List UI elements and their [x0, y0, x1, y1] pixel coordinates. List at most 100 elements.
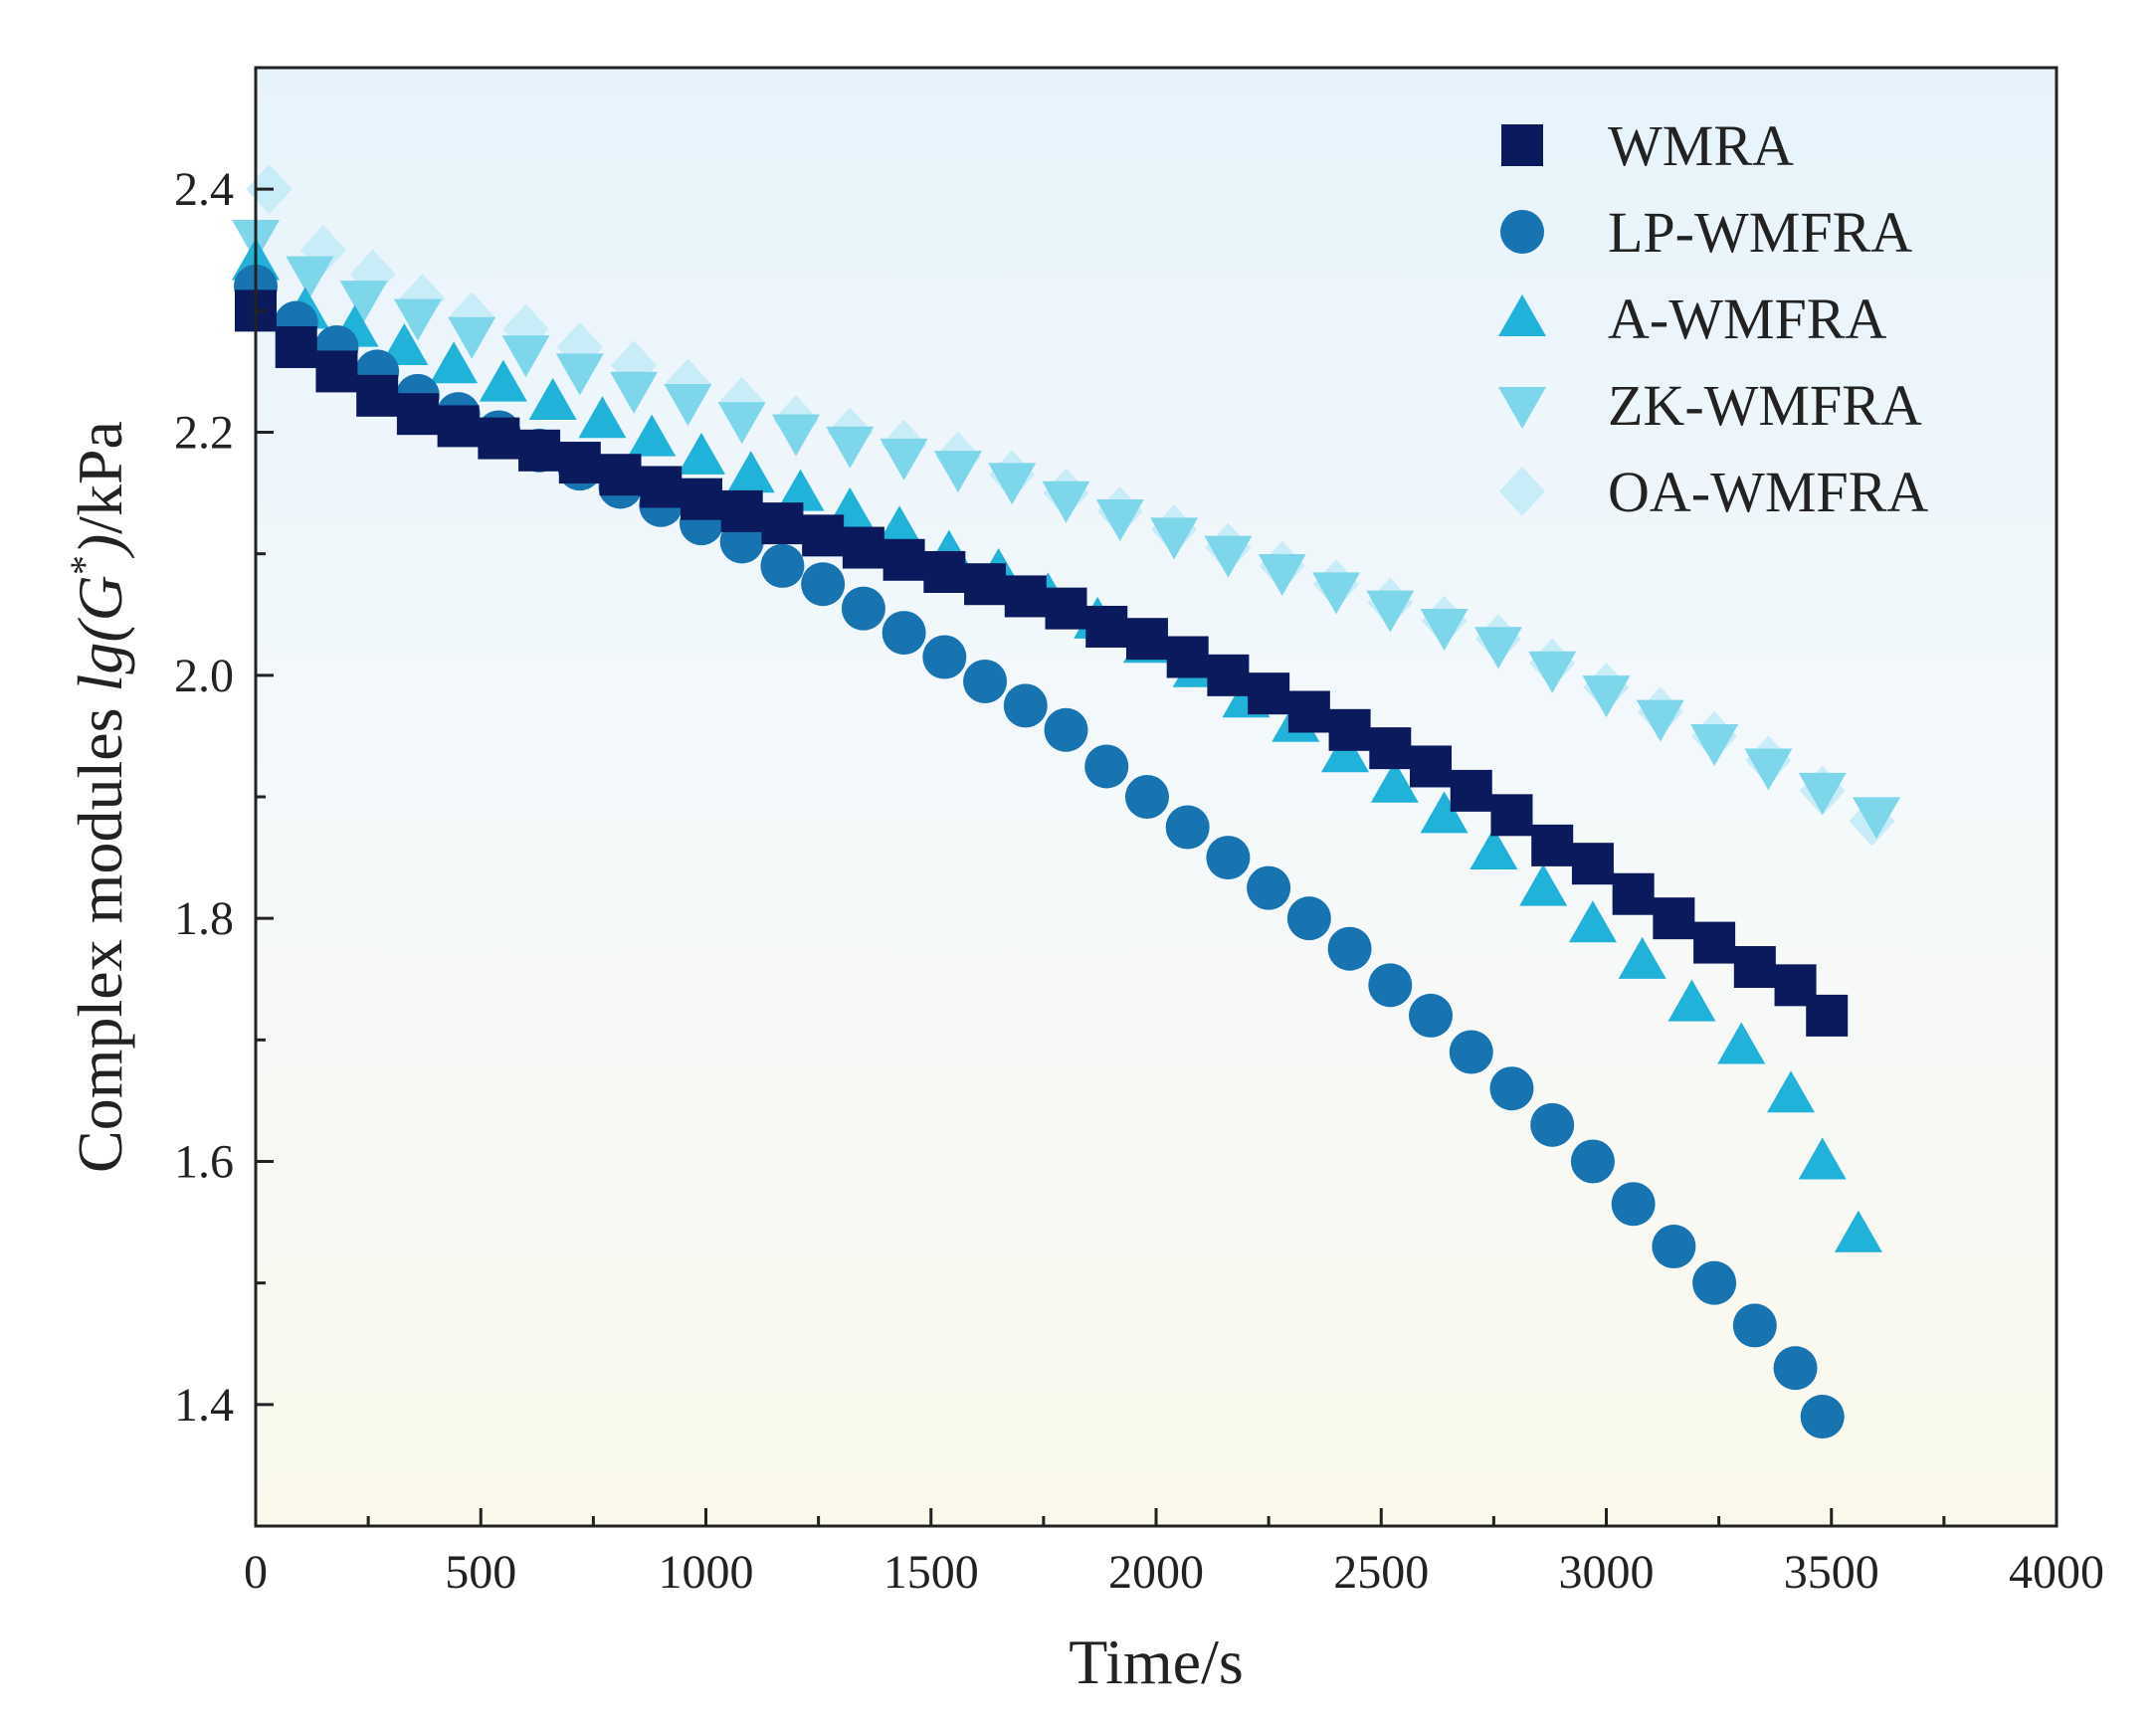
- data-point: [923, 550, 966, 593]
- series-wmra: [235, 289, 1849, 1037]
- x-tick-label: 0: [244, 1546, 268, 1599]
- y-tick-label: 2.4: [174, 163, 234, 216]
- data-point: [1045, 587, 1087, 630]
- data-point: [717, 402, 766, 445]
- data-point: [1733, 946, 1776, 989]
- data-point: [578, 396, 627, 439]
- data-point: [1247, 865, 1291, 910]
- data-point: [479, 359, 527, 402]
- legend-marker: [1500, 210, 1544, 254]
- data-point: [963, 659, 1008, 703]
- data-point: [1207, 654, 1250, 696]
- data-point: [761, 502, 804, 545]
- data-point: [1166, 636, 1209, 678]
- data-point: [1125, 618, 1168, 661]
- data-point: [1204, 535, 1253, 578]
- data-point: [1519, 863, 1568, 906]
- data-point: [1450, 769, 1492, 812]
- data-point: [1409, 993, 1454, 1038]
- y-axis-title-prefix: Complex modules: [65, 691, 135, 1173]
- legend-label: A-WMFRA: [1608, 287, 1886, 351]
- x-tick-label: 1500: [883, 1546, 979, 1599]
- y-tick-label: 1.6: [174, 1136, 234, 1189]
- legend-marker: [1498, 294, 1546, 336]
- x-tick-label: 3500: [1784, 1546, 1879, 1599]
- x-axis-title: Time/s: [1069, 1627, 1244, 1697]
- legend-marker: [1501, 124, 1543, 166]
- data-point: [1636, 699, 1684, 742]
- data-point: [680, 478, 722, 520]
- y-axis-title-func: lg(G: [65, 575, 135, 691]
- data-point: [1744, 748, 1793, 791]
- data-point: [356, 374, 399, 417]
- data-point: [1489, 1066, 1534, 1111]
- data-point: [826, 426, 875, 469]
- y-axis-title-unit: /kPa: [65, 421, 135, 534]
- data-point: [1798, 1137, 1847, 1180]
- data-point: [1366, 590, 1415, 633]
- data-point: [1767, 1070, 1816, 1113]
- legend-label: ZK-WMFRA: [1608, 373, 1922, 438]
- data-point: [1368, 963, 1413, 1008]
- data-point: [1692, 1260, 1737, 1305]
- legend-item-oa-wmfra: OA-WMFRA: [1499, 460, 1928, 524]
- y-tick-label: 2.2: [174, 407, 234, 460]
- data-point: [882, 611, 926, 656]
- data-point: [842, 526, 884, 569]
- legend-label: LP-WMFRA: [1608, 200, 1912, 265]
- data-point: [1124, 775, 1169, 819]
- legend-label: OA-WMFRA: [1608, 460, 1928, 524]
- data-point: [876, 505, 924, 548]
- data-point: [1653, 897, 1695, 940]
- legend-item-a-wmfra: A-WMFRA: [1498, 287, 1886, 351]
- data-point: [1473, 627, 1522, 670]
- data-point: [1490, 794, 1533, 837]
- legend: WMRA LP-WMFRA A-WMFRA ZK-WMFRA OA-WMFRA: [1498, 113, 1928, 524]
- data-point: [1667, 979, 1716, 1022]
- data-point: [1370, 760, 1419, 803]
- data-point: [1085, 605, 1128, 648]
- data-point: [1773, 1346, 1818, 1391]
- data-point: [339, 281, 388, 323]
- data-point: [1732, 1303, 1777, 1348]
- data-point: [1652, 1225, 1696, 1269]
- data-point: [1206, 836, 1251, 880]
- legend-item-zk-wmfra: ZK-WMFRA: [1498, 373, 1922, 438]
- data-point: [1084, 744, 1129, 789]
- y-tick-label: 1.8: [174, 892, 234, 945]
- data-point: [528, 377, 577, 420]
- data-point: [1286, 896, 1331, 941]
- data-point: [1693, 921, 1736, 964]
- data-point: [801, 562, 846, 607]
- data-point: [1095, 499, 1144, 542]
- data-point: [882, 538, 925, 581]
- data-point: [664, 383, 712, 426]
- data-point: [1800, 1395, 1845, 1439]
- y-axis-title-sup: *: [62, 555, 106, 575]
- data-point: [437, 405, 480, 448]
- data-point: [1369, 727, 1412, 770]
- x-tick-label: 4000: [2009, 1546, 2104, 1599]
- data-point: [478, 417, 520, 460]
- data-point: [1449, 1030, 1493, 1074]
- data-point: [1571, 843, 1614, 885]
- data-point: [1258, 553, 1306, 596]
- data-point: [1287, 690, 1330, 733]
- data-point: [1717, 1022, 1766, 1064]
- data-point: [776, 469, 825, 511]
- data-point: [964, 563, 1007, 606]
- data-point: [1570, 1139, 1615, 1184]
- x-tick-label: 2000: [1108, 1546, 1204, 1599]
- data-point: [1328, 708, 1371, 751]
- data-point: [628, 414, 677, 457]
- y-tick-label: 1.4: [174, 1379, 234, 1432]
- data-point: [518, 429, 561, 472]
- data-point: [1044, 707, 1088, 752]
- data-point: [1470, 827, 1518, 869]
- data-point: [558, 442, 601, 484]
- data-point: [1612, 872, 1655, 915]
- data-point: [396, 393, 439, 436]
- data-point: [988, 463, 1037, 505]
- data-point: [880, 438, 928, 480]
